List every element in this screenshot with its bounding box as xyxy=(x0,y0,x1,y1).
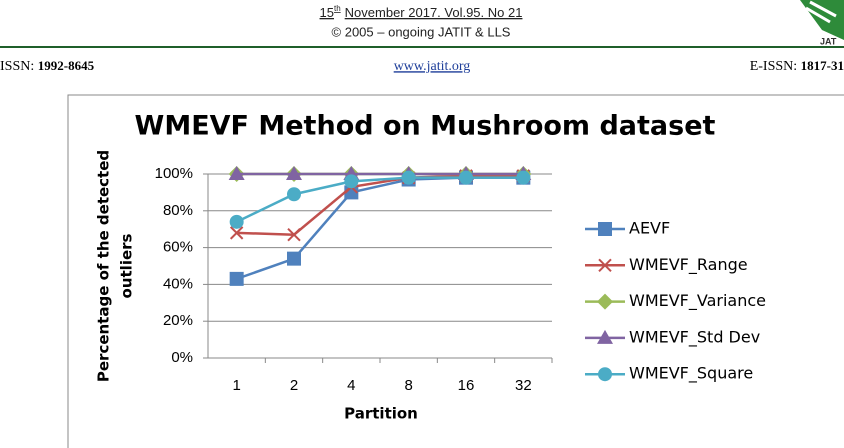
eissn: E-ISSN: 1817-31 xyxy=(750,58,844,74)
marker xyxy=(401,170,416,185)
y-tick-label: 100% xyxy=(155,165,193,182)
y-axis-label: Percentage of the detected xyxy=(95,150,113,382)
chart-frame xyxy=(67,94,844,448)
date-rest: November 2017. Vol.95. No 21 xyxy=(345,5,523,20)
marker xyxy=(229,271,244,286)
legend-label: AEVF xyxy=(629,219,670,238)
marker xyxy=(459,170,473,185)
eissn-label: E-ISSN: xyxy=(750,59,797,74)
marker xyxy=(597,293,613,310)
marker xyxy=(286,166,302,180)
chart-title: WMEVF Method on Mushroom dataset xyxy=(135,111,716,142)
date-day: 15 xyxy=(320,5,334,20)
marker xyxy=(597,329,613,344)
legend-label: WMEVF_Range xyxy=(629,255,748,275)
marker xyxy=(229,214,244,229)
marker xyxy=(287,251,301,266)
series-line xyxy=(236,174,524,236)
issn-number: 1992-8645 xyxy=(38,58,95,73)
y-tick-label: 0% xyxy=(171,349,193,366)
y-axis-label: outliers xyxy=(118,233,136,298)
marker xyxy=(287,228,301,242)
issn: ISSN: 1992-8645 xyxy=(0,58,95,74)
marker xyxy=(344,174,359,189)
marker xyxy=(229,226,244,240)
x-tick-label: 32 xyxy=(515,377,532,394)
marker xyxy=(228,166,245,180)
legend-label: WMEVF_Square xyxy=(629,364,753,384)
x-tick-label: 2 xyxy=(290,377,298,394)
legend-label: WMEVF_Variance xyxy=(629,291,766,311)
series-line xyxy=(236,176,524,223)
marker xyxy=(516,170,531,185)
x-tick-label: 16 xyxy=(458,377,475,394)
issn-label: ISSN: xyxy=(0,59,34,74)
logo: JAT xyxy=(800,0,844,46)
x-tick-label: 1 xyxy=(232,377,240,394)
marker xyxy=(598,367,612,382)
svg-text:JAT: JAT xyxy=(820,36,837,46)
copyright: © 2005 – ongoing JATIT & LLS xyxy=(332,24,511,39)
x-axis-label: Partition xyxy=(344,405,418,423)
series-line xyxy=(236,176,524,281)
marker xyxy=(598,258,612,273)
y-tick-label: 80% xyxy=(163,202,193,219)
y-tick-label: 20% xyxy=(163,312,193,329)
legend-label: WMEVF_Std Dev xyxy=(629,327,760,347)
x-tick-label: 8 xyxy=(404,377,412,394)
website[interactable]: www.jatit.org xyxy=(394,59,471,74)
marker xyxy=(287,187,301,202)
issue-date: 15th November 2017. Vol.95. No 21 xyxy=(320,4,523,20)
x-tick-label: 4 xyxy=(347,377,355,394)
y-tick-label: 60% xyxy=(163,239,193,256)
date-suffix: th xyxy=(334,4,341,13)
y-tick-label: 40% xyxy=(163,275,193,292)
eissn-number: 1817-31 xyxy=(801,58,844,73)
marker xyxy=(598,222,612,236)
